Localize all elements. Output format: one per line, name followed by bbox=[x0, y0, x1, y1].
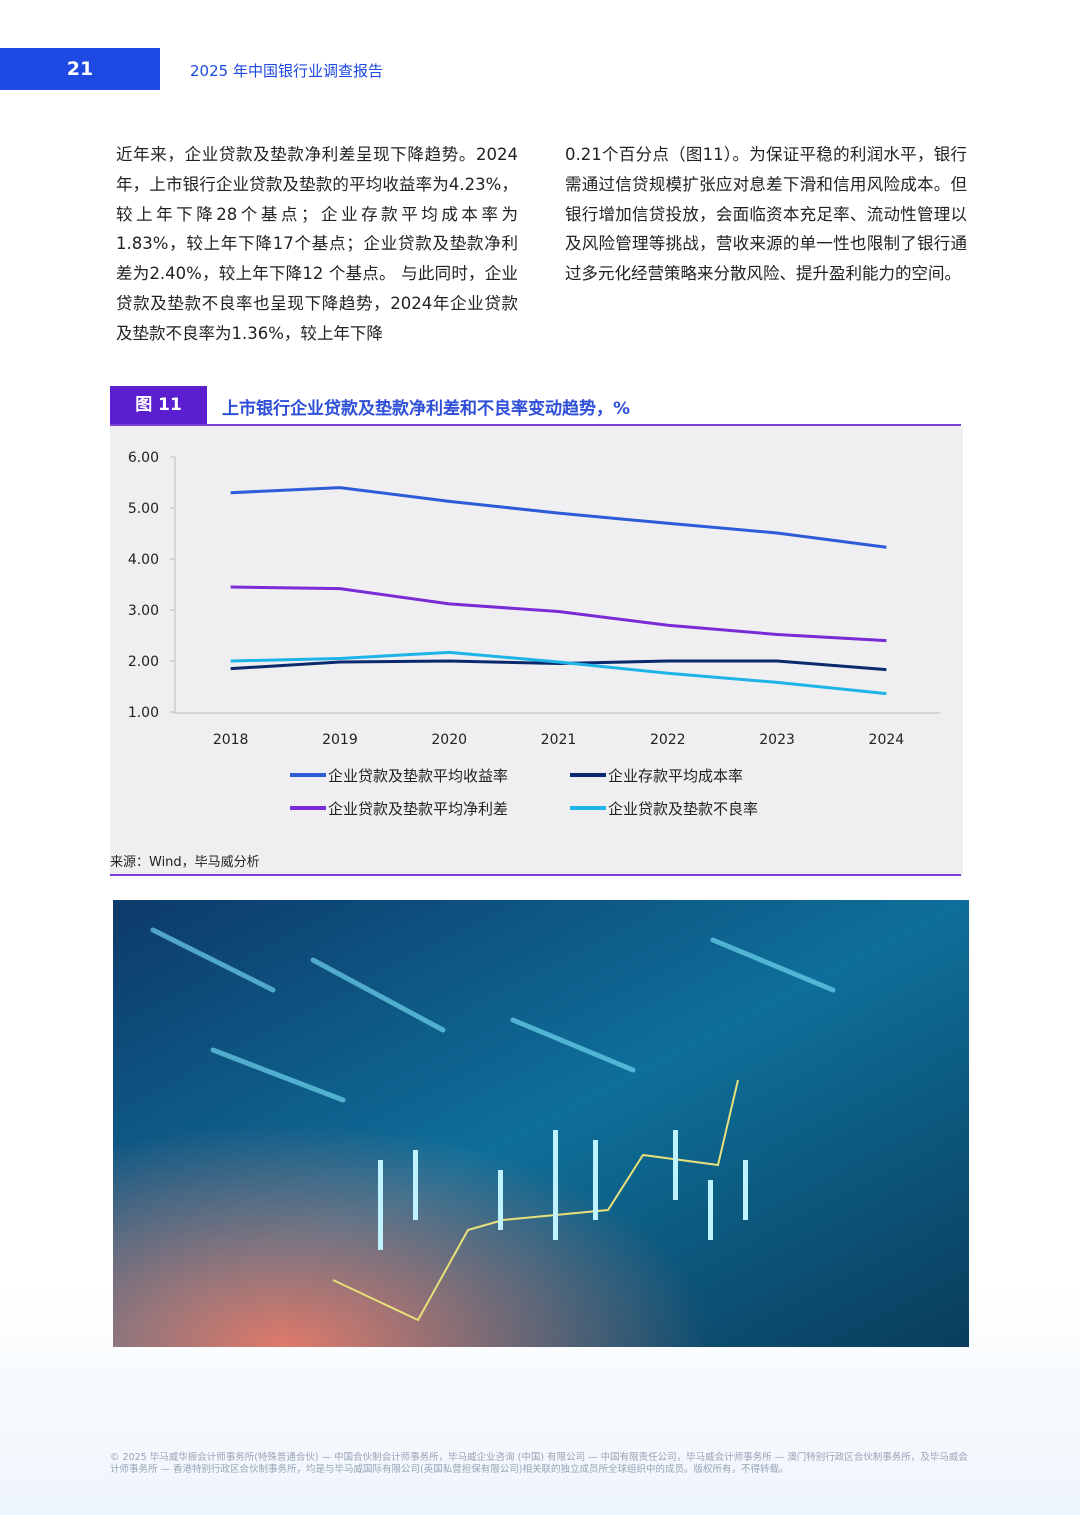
series-line bbox=[230, 585, 887, 643]
x-tick-label: 2023 bbox=[759, 732, 795, 748]
footer: © 2025 毕马威华振会计师事务所(特殊普通合伙) — 中国合伙制会计师事务所… bbox=[110, 1452, 968, 1475]
y-tick-label: 5.00 bbox=[128, 501, 159, 517]
rule bbox=[110, 874, 961, 876]
figure-title: 上市银行企业贷款及垫款净利差和不良率变动趋势，% bbox=[222, 399, 631, 419]
x-tick-label: 2020 bbox=[431, 732, 467, 748]
y-tick-label: 4.00 bbox=[128, 552, 159, 568]
chart: 1.00 2.00 3.00 4.00 5.00 6.00 2018 2019 2020 2021… bbox=[128, 450, 940, 818]
x-tick-label: 2022 bbox=[650, 732, 686, 748]
paragraph: 0.21个百分点（图11）。为保证平稳的利润水平，银行需通过信贷规模扩张应对息差… bbox=[565, 145, 967, 284]
header-box bbox=[0, 48, 160, 90]
y-tick-label: 6.00 bbox=[128, 450, 159, 466]
x-tick-label: 2021 bbox=[541, 732, 577, 748]
series-line bbox=[230, 650, 887, 696]
y-tick-label: 2.00 bbox=[128, 654, 159, 670]
page-number: 21 bbox=[66, 58, 94, 80]
legend-label: 企业贷款及垫款平均收益率 bbox=[328, 767, 508, 785]
legend-label: 企业存款平均成本率 bbox=[608, 767, 743, 785]
legend-label: 企业贷款及垫款平均净利差 bbox=[328, 800, 508, 818]
photo bbox=[113, 900, 969, 1347]
y-tick-label: 1.00 bbox=[128, 705, 159, 721]
header-title: 2025 年中国银行业调查报告 bbox=[190, 62, 383, 80]
x-tick-label: 2024 bbox=[869, 732, 905, 748]
series-line bbox=[230, 659, 887, 672]
series-line bbox=[230, 486, 887, 549]
source: 来源：Wind，毕马威分析 bbox=[110, 855, 260, 870]
paragraph: 近年来，企业贷款及垫款净利差呈现下降趋势。2024年，上市银行企业贷款及垫款的平… bbox=[116, 145, 518, 343]
legend-label: 企业贷款及垫款不良率 bbox=[608, 800, 758, 818]
rule bbox=[110, 424, 961, 426]
chart-bg bbox=[110, 426, 963, 875]
x-tick-label: 2019 bbox=[322, 732, 358, 748]
figure-label: 图 11 bbox=[110, 386, 207, 425]
x-tick-label: 2018 bbox=[213, 732, 249, 748]
y-tick-label: 3.00 bbox=[128, 603, 159, 619]
